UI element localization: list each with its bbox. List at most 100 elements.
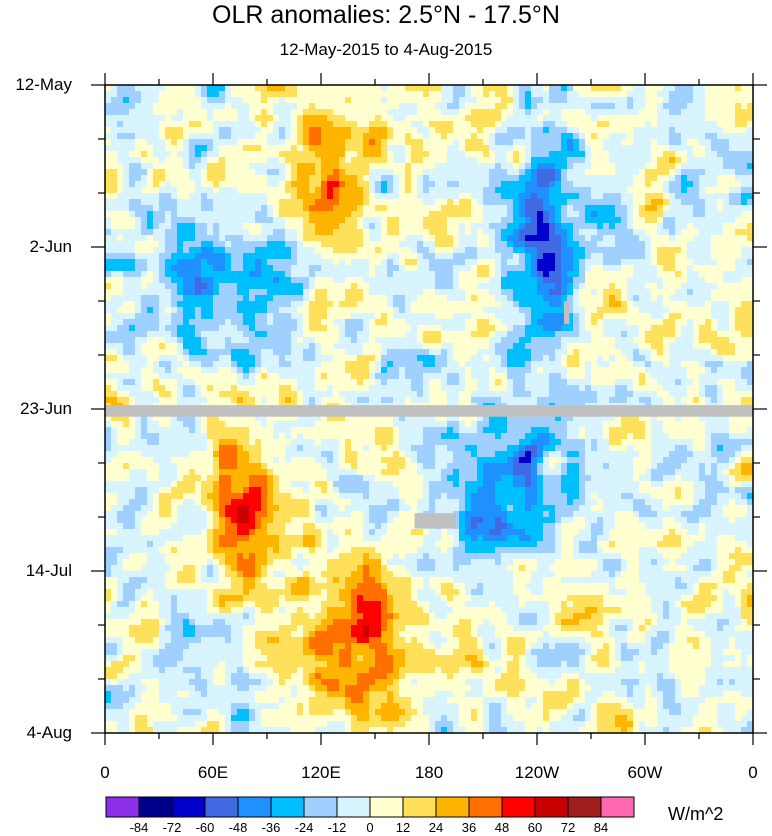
heatmap-cell xyxy=(159,169,166,176)
heatmap-cell xyxy=(183,259,190,266)
heatmap-cell xyxy=(225,277,232,284)
heatmap-cell xyxy=(423,217,430,224)
heatmap-cell xyxy=(525,259,532,266)
heatmap-cell xyxy=(723,331,730,338)
heatmap-cell xyxy=(351,313,358,320)
heatmap-cell xyxy=(651,235,658,242)
heatmap-cell xyxy=(729,235,736,242)
heatmap-cell xyxy=(117,313,124,320)
heatmap-cell xyxy=(135,361,142,368)
heatmap-cell xyxy=(321,151,328,158)
heatmap-cell xyxy=(687,193,694,200)
heatmap-cell xyxy=(393,181,400,188)
heatmap-cell xyxy=(483,97,490,104)
heatmap-cell xyxy=(423,181,430,188)
heatmap-cell xyxy=(411,295,418,302)
heatmap-cell xyxy=(531,85,538,92)
heatmap-cell xyxy=(453,355,460,362)
heatmap-cell xyxy=(471,295,478,302)
heatmap-cell xyxy=(171,85,178,92)
heatmap-cell xyxy=(699,115,706,122)
heatmap-cell xyxy=(231,223,238,230)
heatmap-cell xyxy=(723,307,730,314)
heatmap-cell xyxy=(717,127,724,134)
heatmap-cell xyxy=(117,85,124,92)
heatmap-cell xyxy=(387,331,394,338)
heatmap-cell xyxy=(351,235,358,242)
heatmap-cell xyxy=(387,115,394,122)
heatmap-cell xyxy=(429,325,436,332)
heatmap-cell xyxy=(507,271,514,278)
heatmap-cell xyxy=(351,355,358,362)
heatmap-cell xyxy=(567,103,574,110)
heatmap-cell xyxy=(207,253,214,260)
heatmap-cell xyxy=(603,91,610,98)
heatmap-cell xyxy=(195,211,202,218)
heatmap-cell xyxy=(123,313,130,320)
heatmap-cell xyxy=(639,163,646,170)
heatmap-cell xyxy=(423,259,430,266)
heatmap-cell xyxy=(711,91,718,98)
heatmap-cell xyxy=(375,199,382,206)
heatmap-cell xyxy=(669,355,676,362)
heatmap-cell xyxy=(405,355,412,362)
heatmap-cell xyxy=(123,325,130,332)
heatmap-cell xyxy=(255,277,262,284)
heatmap-cell xyxy=(591,85,598,92)
heatmap-cell xyxy=(693,91,700,98)
heatmap-cell xyxy=(549,211,556,218)
heatmap-cell xyxy=(705,157,712,164)
heatmap-cell xyxy=(531,253,538,260)
heatmap-cell xyxy=(537,145,544,152)
heatmap-cell xyxy=(279,295,286,302)
heatmap-cell xyxy=(729,337,736,344)
heatmap-cell xyxy=(699,319,706,326)
heatmap-cell xyxy=(171,331,178,338)
heatmap-cell xyxy=(261,295,268,302)
heatmap-cell xyxy=(207,139,214,146)
heatmap-cell xyxy=(447,343,454,350)
heatmap-cell xyxy=(417,331,424,338)
heatmap-cell xyxy=(147,145,154,152)
heatmap-cell xyxy=(519,151,526,158)
heatmap-cell xyxy=(711,259,718,266)
heatmap-cell xyxy=(507,295,514,302)
heatmap-cell xyxy=(345,187,352,194)
heatmap-cell xyxy=(327,355,334,362)
heatmap-cell xyxy=(279,343,286,350)
heatmap-cell xyxy=(267,313,274,320)
heatmap-cell xyxy=(423,103,430,110)
heatmap-cell xyxy=(531,325,538,332)
heatmap-cell xyxy=(501,349,508,356)
heatmap-cell xyxy=(279,247,286,254)
heatmap-cell xyxy=(549,187,556,194)
heatmap-cell xyxy=(645,121,652,128)
heatmap-cell xyxy=(459,247,466,254)
heatmap-cell xyxy=(273,325,280,332)
heatmap-cell xyxy=(579,313,586,320)
heatmap-cell xyxy=(699,223,706,230)
heatmap-cell xyxy=(543,301,550,308)
heatmap-cell xyxy=(447,337,454,344)
heatmap-cell xyxy=(447,301,454,308)
heatmap-cell xyxy=(399,145,406,152)
heatmap-cell xyxy=(165,199,172,206)
heatmap-cell xyxy=(657,133,664,140)
heatmap-cell xyxy=(363,121,370,128)
heatmap-cell xyxy=(171,121,178,128)
heatmap-cell xyxy=(117,163,124,170)
heatmap-cell xyxy=(333,157,340,164)
heatmap-cell xyxy=(375,181,382,188)
heatmap-cell xyxy=(129,325,136,332)
heatmap-cell xyxy=(741,253,748,260)
heatmap-cell xyxy=(135,169,142,176)
heatmap-cell xyxy=(123,121,130,128)
heatmap-cell xyxy=(417,265,424,272)
heatmap-cell xyxy=(687,283,694,290)
heatmap-cell xyxy=(453,289,460,296)
heatmap-cell xyxy=(237,223,244,230)
heatmap-cell xyxy=(549,343,556,350)
heatmap-cell xyxy=(519,301,526,308)
heatmap-cell xyxy=(459,277,466,284)
heatmap-cell xyxy=(279,199,286,206)
